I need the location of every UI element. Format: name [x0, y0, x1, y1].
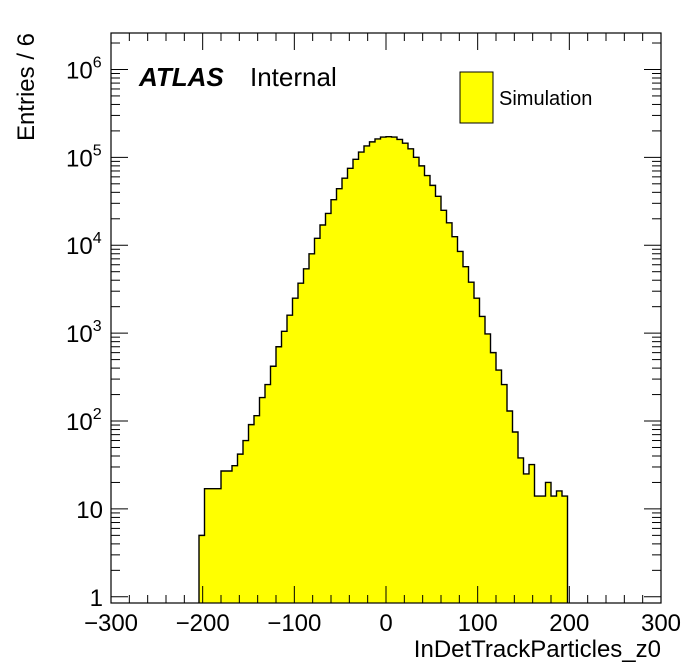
histogram-bin — [243, 440, 249, 603]
x-tick-label: 200 — [549, 610, 589, 637]
histogram-bin — [441, 210, 447, 603]
histogram-bin — [452, 236, 458, 603]
histogram-bin — [237, 454, 244, 603]
histogram-bars — [199, 136, 568, 604]
x-tick-label: −100 — [267, 610, 321, 637]
x-tick-label: −200 — [176, 610, 230, 637]
histogram-bin — [397, 139, 403, 603]
y-axis-tick-labels: 1 10 102 103 104 105 106 — [66, 54, 103, 611]
histogram-bin — [512, 432, 519, 603]
histogram-bin — [226, 470, 233, 603]
histogram-bin — [276, 346, 282, 603]
histogram-bin — [292, 298, 299, 603]
histogram-bin — [490, 352, 497, 603]
y-tick-label: 105 — [66, 142, 102, 172]
x-axis-title: InDetTrackParticles_z0 — [414, 636, 661, 663]
histogram-bin — [325, 213, 332, 603]
histogram-bin — [259, 397, 266, 603]
histogram-bin — [501, 384, 508, 603]
x-tick-label: −300 — [84, 610, 138, 637]
y-tick-label: 104 — [66, 230, 102, 260]
histogram-bin — [485, 333, 491, 603]
histogram-bin — [551, 496, 557, 603]
histogram-bin — [435, 196, 442, 603]
histogram-bin — [518, 457, 524, 603]
histogram-bin — [254, 415, 260, 603]
histogram-bin — [320, 224, 326, 603]
y-tick-label: 10 — [76, 497, 103, 524]
histogram-bin — [529, 464, 535, 603]
histogram-bin — [556, 490, 563, 603]
y-tick-label: 106 — [66, 54, 102, 84]
x-tick-label: 100 — [458, 610, 498, 637]
histogram-bin — [386, 136, 392, 603]
histogram-bin — [248, 424, 255, 603]
histogram-bin — [270, 366, 277, 603]
histogram-bin — [479, 316, 486, 603]
histogram-outline — [198, 135, 569, 603]
histogram-bin — [375, 138, 381, 603]
x-tick-label: 0 — [379, 610, 392, 637]
histogram-bin — [413, 157, 420, 604]
histogram-bin — [380, 137, 387, 603]
y-axis-title: Entries / 6 — [13, 33, 40, 141]
histogram-bin — [545, 482, 552, 603]
histogram-bin — [265, 384, 271, 603]
histogram-bin — [369, 141, 376, 603]
histogram-bin — [353, 159, 359, 603]
legend-swatch — [459, 71, 494, 124]
legend: Simulation — [459, 71, 592, 124]
x-tick-label: 300 — [641, 610, 681, 637]
histogram-bin — [457, 251, 464, 604]
histogram-bin — [496, 370, 502, 603]
y-tick-label: 102 — [66, 406, 102, 436]
histogram-bin — [562, 496, 568, 603]
internal-label: Internal — [250, 62, 337, 92]
histogram-bin — [287, 315, 293, 603]
histogram-bin — [331, 199, 337, 603]
histogram-bin — [402, 143, 409, 604]
histogram-bin — [309, 253, 315, 603]
legend-entry-simulation: Simulation — [499, 88, 592, 110]
histogram-bin — [303, 268, 310, 603]
histogram-bin — [298, 283, 304, 603]
histogram-bin — [419, 165, 425, 603]
histogram-bin — [199, 535, 205, 603]
histogram-bin — [540, 496, 546, 603]
histogram-bin — [336, 188, 343, 603]
y-axis-ticks — [111, 42, 661, 598]
y-tick-label: 103 — [66, 318, 102, 348]
histogram-bin — [446, 222, 453, 604]
histogram-bin — [204, 488, 211, 603]
histogram-bin — [424, 175, 431, 603]
histogram-bin — [221, 470, 227, 603]
histogram-bin — [408, 148, 414, 603]
histogram-bin — [391, 137, 398, 603]
histogram-bin — [347, 168, 354, 603]
histogram-bin — [232, 465, 238, 603]
histogram-bin — [364, 145, 370, 603]
histogram-bin — [342, 178, 348, 604]
histogram-bin — [463, 266, 469, 603]
histogram-bin — [523, 473, 530, 603]
x-axis-tick-labels: −300 −200 −100 0 100 200 300 — [84, 610, 681, 637]
histogram-bin — [358, 152, 365, 604]
histogram-bin — [468, 282, 475, 603]
y-tick-label: 1 — [90, 585, 103, 612]
histogram-bin — [281, 331, 288, 603]
x-axis-ticks — [110, 33, 662, 603]
histogram-bin — [314, 238, 321, 603]
histogram-bin — [210, 488, 216, 603]
histogram-bin — [507, 411, 513, 603]
histogram-bin — [430, 185, 436, 604]
histogram-bin — [215, 488, 222, 603]
atlas-label: ATLAS — [138, 62, 224, 92]
histogram-bin — [474, 298, 480, 603]
histogram-bin — [534, 496, 541, 603]
